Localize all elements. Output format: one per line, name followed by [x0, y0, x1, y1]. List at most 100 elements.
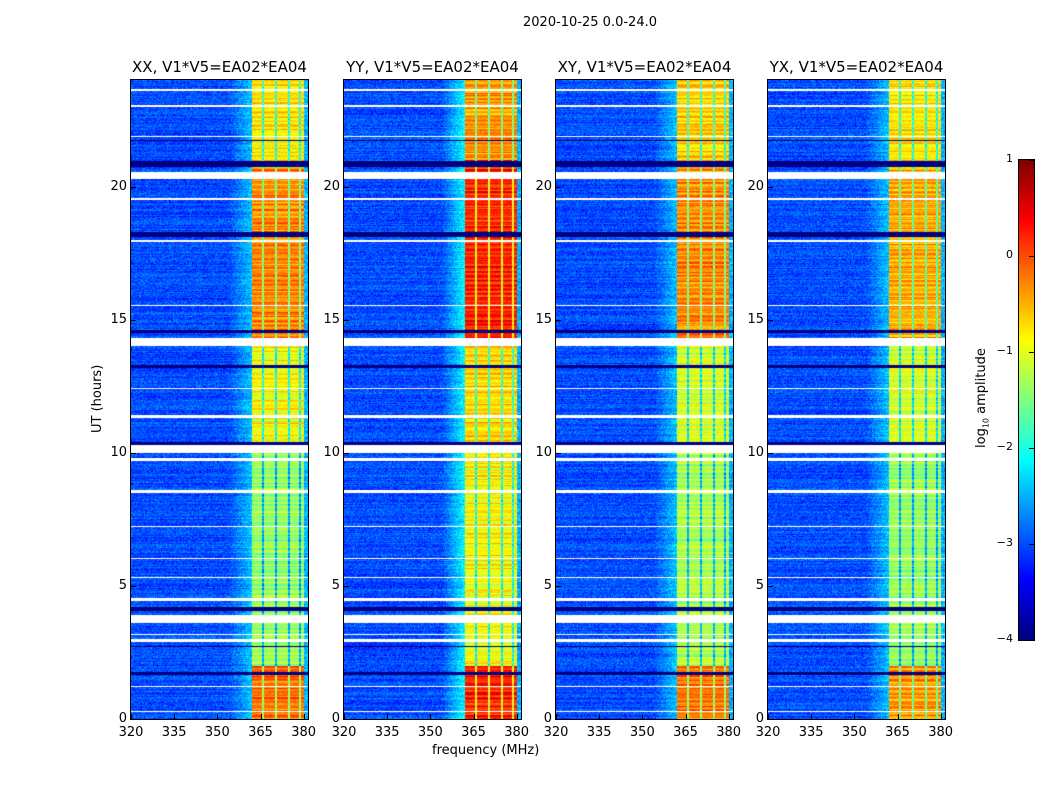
y-tick-label: 5: [331, 577, 340, 593]
figure-title: 2020-10-25 0.0-24.0: [523, 15, 657, 30]
y-tick-mark: [768, 186, 773, 188]
y-tick-mark: [344, 719, 349, 720]
x-tick-label: 380: [928, 725, 954, 740]
x-tick-label: 320: [543, 725, 569, 740]
heatmap-panel-yy: [343, 79, 522, 720]
heatmap-image: [344, 80, 521, 719]
y-tick-label: 10: [110, 444, 127, 460]
y-tick-mark: [768, 585, 773, 587]
colorbar-tick-label: −2: [996, 440, 1013, 453]
x-tick-label: 365: [673, 725, 698, 740]
y-tick-mark: [556, 186, 561, 188]
panel-title: XX, V1*V5=EA02*EA04: [132, 58, 307, 76]
y-tick-label: 0: [118, 711, 127, 726]
x-tick-label: 320: [118, 725, 144, 740]
x-tick-label: 350: [204, 725, 230, 740]
y-tick-mark: [768, 319, 773, 321]
y-tick-label: 20: [535, 178, 552, 194]
x-tick-mark: [217, 714, 219, 719]
y-tick-mark: [344, 585, 349, 587]
x-tick-label: 365: [248, 725, 273, 740]
x-tick-mark: [768, 714, 769, 719]
y-tick-mark: [131, 319, 136, 321]
y-tick-mark: [131, 719, 136, 720]
x-tick-label: 350: [841, 725, 867, 740]
x-tick-mark: [854, 714, 856, 719]
y-tick-mark: [768, 452, 773, 454]
x-tick-mark: [599, 714, 601, 719]
y-tick-mark: [556, 719, 561, 720]
x-tick-label: 350: [417, 725, 443, 740]
y-tick-label: 5: [755, 577, 764, 593]
y-tick-label: 0: [755, 711, 764, 726]
colorbar-label: log10 amplitude: [974, 348, 991, 448]
x-tick-label: 335: [161, 725, 187, 740]
y-tick-label: 0: [331, 711, 340, 726]
y-tick-mark: [131, 452, 136, 454]
y-tick-mark: [131, 186, 136, 188]
y-tick-label: 15: [747, 311, 764, 327]
panel-title: XY, V1*V5=EA02*EA04: [557, 58, 732, 76]
colorbar-tick-label: −4: [996, 632, 1013, 645]
colorbar-tick-label: 0: [1006, 248, 1013, 261]
colorbar-tick-label: −3: [996, 536, 1013, 549]
panel-title: YX, V1*V5=EA02*EA04: [769, 58, 944, 76]
y-tick-label: 5: [118, 577, 127, 593]
heatmap-image: [131, 80, 308, 719]
y-tick-label: 10: [747, 444, 764, 460]
y-tick-mark: [556, 452, 561, 454]
x-tick-label: 380: [291, 725, 317, 740]
x-tick-mark: [897, 714, 899, 719]
y-tick-mark: [344, 319, 349, 321]
colorbar-tick-label: −1: [996, 344, 1013, 357]
x-tick-mark: [131, 714, 132, 719]
y-tick-label: 20: [323, 178, 340, 194]
x-tick-label: 380: [716, 725, 742, 740]
x-tick-mark: [642, 714, 644, 719]
x-tick-mark: [473, 714, 475, 719]
colorbar-tick-mark: [1029, 640, 1034, 641]
colorbar-tick-mark: [1029, 448, 1034, 449]
colorbar-tick-mark: [1029, 544, 1034, 545]
y-tick-label: 10: [535, 444, 552, 460]
y-tick-label: 15: [535, 311, 552, 327]
y-axis-label: UT (hours): [90, 364, 105, 433]
heatmap-image: [768, 80, 945, 719]
x-tick-label: 320: [755, 725, 781, 740]
x-tick-mark: [344, 714, 345, 719]
x-tick-label: 380: [504, 725, 530, 740]
x-axis-label: frequency (MHz): [432, 743, 540, 758]
x-tick-label: 365: [885, 725, 910, 740]
y-tick-mark: [344, 452, 349, 454]
y-tick-label: 15: [110, 311, 127, 327]
x-tick-label: 365: [461, 725, 486, 740]
x-tick-label: 350: [629, 725, 655, 740]
colorbar-tick-mark: [1029, 256, 1034, 257]
x-tick-mark: [728, 714, 730, 719]
colorbar-gradient: [1018, 159, 1035, 641]
x-tick-mark: [556, 714, 557, 719]
heatmap-panel-xx: [130, 79, 309, 720]
heatmap-panel-yx: [767, 79, 946, 720]
y-tick-mark: [556, 585, 561, 587]
heatmap-image: [556, 80, 733, 719]
x-tick-mark: [174, 714, 176, 719]
x-tick-mark: [811, 714, 813, 719]
x-tick-mark: [260, 714, 262, 719]
y-tick-label: 20: [747, 178, 764, 194]
y-tick-label: 5: [543, 577, 552, 593]
heatmap-panel-xy: [555, 79, 734, 720]
colorbar-tick-mark: [1029, 352, 1034, 353]
x-tick-label: 335: [374, 725, 400, 740]
x-tick-label: 335: [586, 725, 612, 740]
y-tick-mark: [131, 585, 136, 587]
panel-title: YY, V1*V5=EA02*EA04: [346, 58, 519, 76]
y-tick-mark: [768, 719, 773, 720]
x-tick-mark: [940, 714, 942, 719]
x-tick-label: 320: [331, 725, 357, 740]
x-tick-mark: [430, 714, 432, 719]
x-tick-mark: [516, 714, 518, 719]
colorbar-tick-label: 1: [1006, 152, 1013, 165]
y-tick-label: 20: [110, 178, 127, 194]
y-tick-label: 0: [543, 711, 552, 726]
